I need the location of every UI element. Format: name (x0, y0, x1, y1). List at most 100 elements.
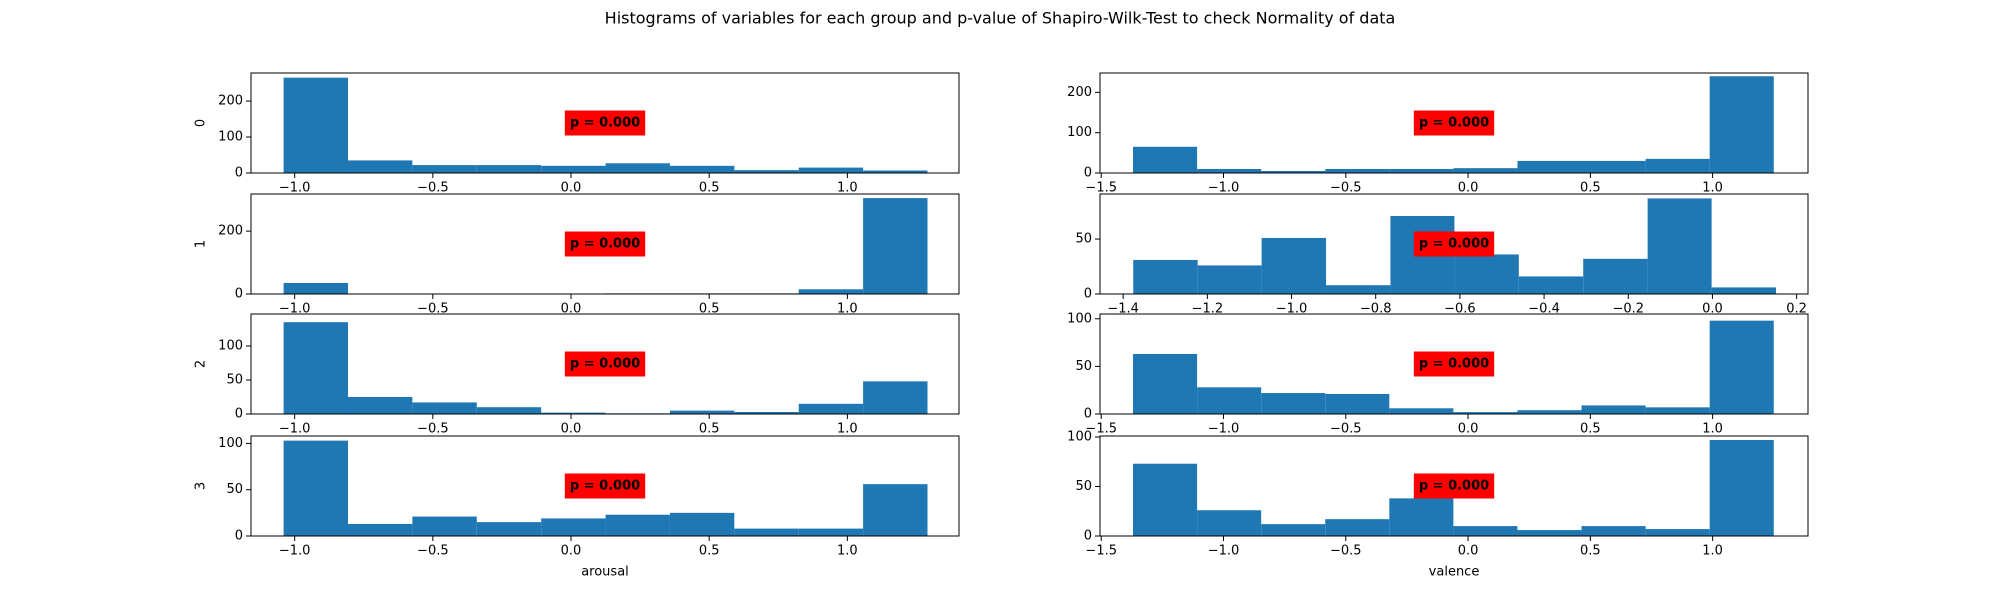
x-tick-label: −1.0 (1208, 422, 1240, 437)
histogram-bar (1261, 237, 1327, 294)
x-tick-label: −0.5 (1330, 181, 1362, 196)
histogram-bar (1325, 394, 1390, 414)
histogram-bar (476, 407, 542, 414)
y-tick-label: 0 (1084, 166, 1092, 181)
x-tick-label: 0.0 (1458, 181, 1479, 196)
annotation: p = 0.000 (570, 479, 640, 494)
x-tick-label: 1.0 (837, 181, 858, 196)
histogram-bar (734, 170, 799, 173)
histogram-bar (1645, 529, 1710, 536)
annotation-box (1413, 351, 1495, 377)
x-tick-label: −1.5 (1085, 544, 1117, 559)
axes-frame (1099, 193, 1809, 295)
histogram-bar (863, 198, 928, 294)
x-tick-label: 1.0 (837, 302, 858, 317)
histogram-bar (1389, 168, 1454, 173)
axes-frame (250, 313, 960, 415)
x-axis-label: arousal (581, 565, 629, 580)
subplot: −1.0 −0.5 0.0 0.5 1.0 0 50 100 2 p = 0.000 (194, 313, 960, 437)
axes-frame (1099, 72, 1809, 174)
x-tick-label: 1.0 (1702, 181, 1723, 196)
y-tick-label: 50 (1075, 359, 1092, 374)
histogram-bar (541, 165, 606, 173)
annotation-box (564, 351, 646, 377)
histogram-bar (1389, 408, 1454, 414)
x-tick-label: −1.5 (1085, 181, 1117, 196)
histogram-bar (1518, 276, 1584, 294)
histogram-bar (1583, 258, 1648, 294)
y-tick-label: 0 (235, 166, 243, 181)
histogram-bar (1454, 254, 1519, 294)
histogram-bar (412, 516, 477, 536)
subplot: −1.5 −1.0 −0.5 0.0 0.5 1.0 0 50 100 valence p = 0.… (1067, 429, 1809, 580)
histogram-bar (1197, 510, 1262, 536)
x-tick-label: −0.5 (417, 422, 449, 437)
x-tick-label: 0.5 (699, 544, 720, 559)
histogram-bar (1709, 320, 1774, 414)
x-tick-label: −1.5 (1085, 422, 1117, 437)
axes-frame (250, 435, 960, 537)
y-axis-label: 2 (194, 360, 209, 368)
x-tick-label: −0.5 (1330, 422, 1362, 437)
annotation-box (564, 231, 646, 257)
histogram-bar (1645, 158, 1710, 173)
x-tick-label: −1.0 (1208, 544, 1240, 559)
histogram-bar (1133, 146, 1198, 173)
x-tick-label: −1.0 (279, 302, 311, 317)
y-tick-label: 0 (235, 529, 243, 544)
x-tick-label: 1.0 (837, 422, 858, 437)
x-tick-label: 0.0 (561, 422, 582, 437)
histogram-bar (798, 289, 864, 294)
subplot: −1.4 −1.2 −1.0 −0.8 −0.6 −0.4 −0.2 0.0 0.2 0 50 p =… (1075, 193, 1809, 317)
histogram-bar (1645, 407, 1710, 414)
subplot: −1.5 −1.0 −0.5 0.0 0.5 1.0 0 100 200 p = 0.000 (1067, 72, 1809, 196)
x-tick-label: 0.0 (1702, 302, 1723, 317)
x-tick-label: −1.0 (1208, 181, 1240, 196)
x-tick-label: −0.5 (417, 181, 449, 196)
histogram-bar (1325, 519, 1390, 536)
x-tick-label: −0.5 (417, 302, 449, 317)
histogram-bar (669, 512, 735, 536)
y-axis-label: 0 (194, 119, 209, 127)
x-tick-label: −0.5 (417, 544, 449, 559)
histogram-bar (734, 528, 799, 536)
x-tick-label: 0.5 (1580, 544, 1601, 559)
histogram-bar (1581, 160, 1646, 173)
y-axis-label: 3 (194, 482, 209, 490)
annotation: p = 0.000 (570, 237, 640, 252)
histogram-bar (798, 403, 864, 414)
annotation-box (1413, 231, 1495, 257)
histogram-bar (412, 165, 477, 173)
histogram-bar (412, 402, 477, 414)
histogram-bar (1711, 287, 1777, 294)
histogram-bar (541, 412, 606, 414)
histogram-bar (669, 410, 735, 414)
histogram-bar (1261, 524, 1326, 536)
histogram-bar (347, 160, 413, 173)
subplot: −1.0 −0.5 0.0 0.5 1.0 0 50 100 3 arousal p = 0.000 (194, 435, 960, 580)
annotation: p = 0.000 (1419, 116, 1489, 131)
x-tick-label: 1.0 (837, 544, 858, 559)
subplot: −1.0 −0.5 0.0 0.5 1.0 0 200 1 p = 0.000 (194, 193, 960, 317)
y-tick-label: 100 (218, 130, 243, 145)
axes-frame (250, 193, 960, 295)
x-tick-label: −0.4 (1528, 302, 1560, 317)
y-tick-label: 100 (218, 338, 243, 353)
x-tick-label: −0.5 (1330, 544, 1362, 559)
histogram-bar (798, 528, 864, 536)
x-tick-label: −0.6 (1444, 302, 1476, 317)
annotation: p = 0.000 (1419, 479, 1489, 494)
histogram-bar (1197, 265, 1262, 294)
histogram-bar (1325, 168, 1390, 173)
x-tick-label: 0.5 (699, 302, 720, 317)
histogram-bar (1517, 160, 1582, 173)
x-tick-label: 1.0 (1702, 544, 1723, 559)
subplot: −1.0 −0.5 0.0 0.5 1.0 0 100 200 0 p = 0.000 (194, 72, 960, 196)
histogram-bar (283, 282, 348, 294)
histogram-bar (541, 518, 606, 536)
histogram-bar (669, 165, 735, 173)
histogram-bar (1517, 530, 1582, 536)
y-tick-label: 0 (235, 407, 243, 422)
y-tick-label: 50 (226, 372, 243, 387)
y-tick-label: 200 (218, 94, 243, 109)
